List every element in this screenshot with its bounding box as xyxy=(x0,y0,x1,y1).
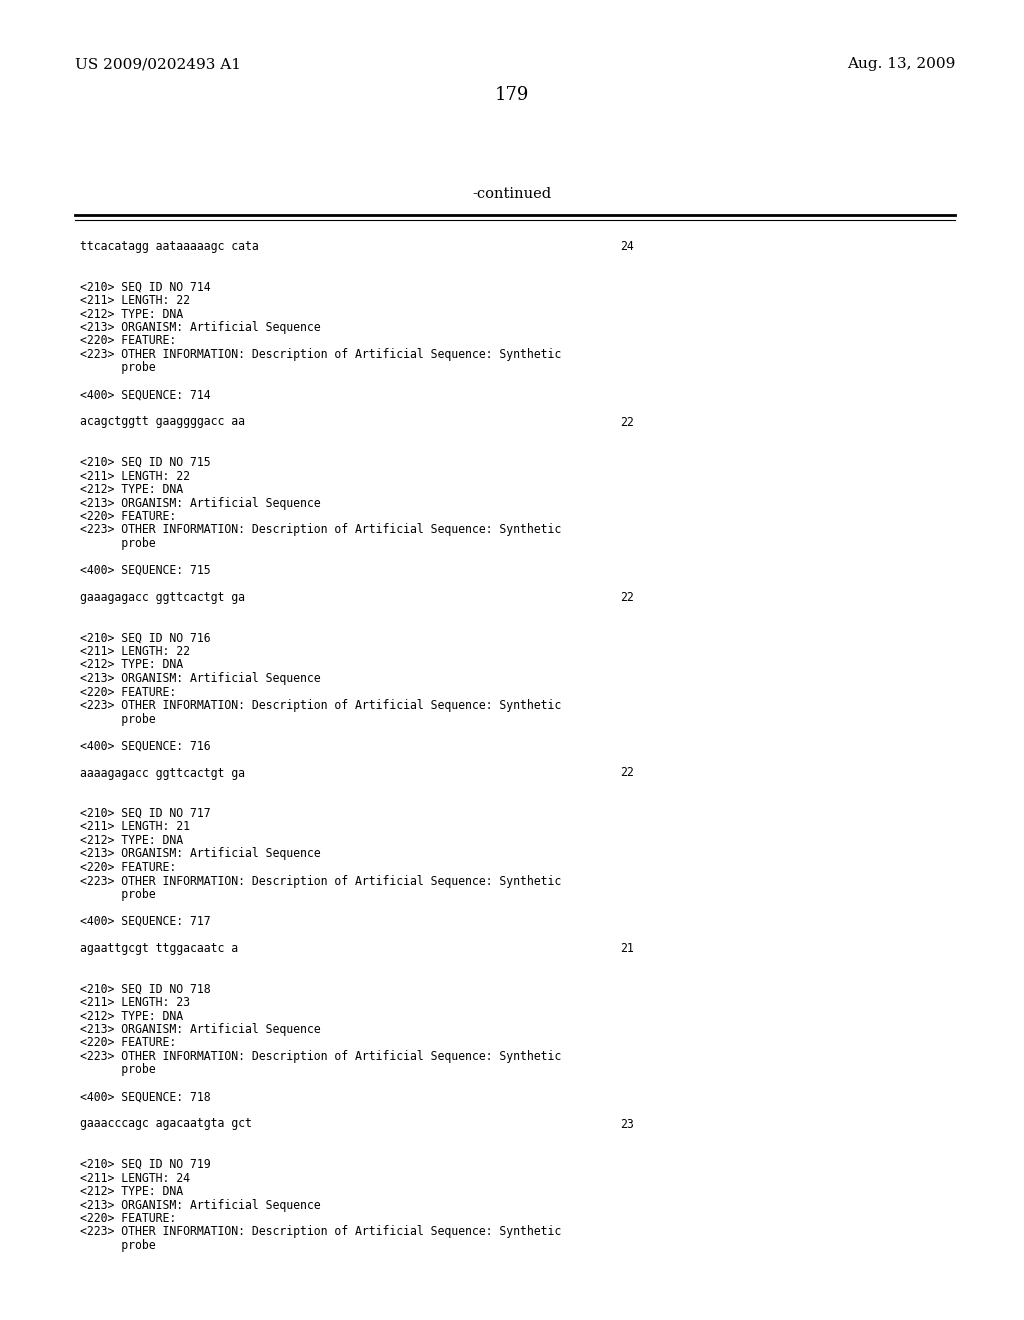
Text: <220> FEATURE:: <220> FEATURE: xyxy=(80,334,176,347)
Text: <400> SEQUENCE: 715: <400> SEQUENCE: 715 xyxy=(80,564,211,577)
Text: gaaagagacc ggttcactgt ga: gaaagagacc ggttcactgt ga xyxy=(80,591,245,605)
Text: <213> ORGANISM: Artificial Sequence: <213> ORGANISM: Artificial Sequence xyxy=(80,1199,321,1212)
Text: <211> LENGTH: 21: <211> LENGTH: 21 xyxy=(80,821,190,833)
Text: <211> LENGTH: 22: <211> LENGTH: 22 xyxy=(80,294,190,308)
Text: probe: probe xyxy=(80,1239,156,1251)
Text: <212> TYPE: DNA: <212> TYPE: DNA xyxy=(80,1010,183,1023)
Text: <210> SEQ ID NO 719: <210> SEQ ID NO 719 xyxy=(80,1158,211,1171)
Text: <400> SEQUENCE: 718: <400> SEQUENCE: 718 xyxy=(80,1090,211,1104)
Text: probe: probe xyxy=(80,713,156,726)
Text: agaattgcgt ttggacaatc a: agaattgcgt ttggacaatc a xyxy=(80,942,239,954)
Text: <400> SEQUENCE: 717: <400> SEQUENCE: 717 xyxy=(80,915,211,928)
Text: 22: 22 xyxy=(620,416,634,429)
Text: 23: 23 xyxy=(620,1118,634,1130)
Text: ttcacatagg aataaaaagc cata: ttcacatagg aataaaaagc cata xyxy=(80,240,259,253)
Text: <213> ORGANISM: Artificial Sequence: <213> ORGANISM: Artificial Sequence xyxy=(80,496,321,510)
Text: <220> FEATURE:: <220> FEATURE: xyxy=(80,685,176,698)
Text: <220> FEATURE:: <220> FEATURE: xyxy=(80,1036,176,1049)
Text: <213> ORGANISM: Artificial Sequence: <213> ORGANISM: Artificial Sequence xyxy=(80,321,321,334)
Text: probe: probe xyxy=(80,1064,156,1077)
Text: <210> SEQ ID NO 716: <210> SEQ ID NO 716 xyxy=(80,631,211,644)
Text: <223> OTHER INFORMATION: Description of Artificial Sequence: Synthetic: <223> OTHER INFORMATION: Description of … xyxy=(80,1225,561,1238)
Text: <223> OTHER INFORMATION: Description of Artificial Sequence: Synthetic: <223> OTHER INFORMATION: Description of … xyxy=(80,874,561,887)
Text: probe: probe xyxy=(80,362,156,375)
Text: <220> FEATURE:: <220> FEATURE: xyxy=(80,1212,176,1225)
Text: <220> FEATURE:: <220> FEATURE: xyxy=(80,861,176,874)
Text: <223> OTHER INFORMATION: Description of Artificial Sequence: Synthetic: <223> OTHER INFORMATION: Description of … xyxy=(80,348,561,360)
Text: <211> LENGTH: 23: <211> LENGTH: 23 xyxy=(80,997,190,1008)
Text: <211> LENGTH: 22: <211> LENGTH: 22 xyxy=(80,645,190,657)
Text: 22: 22 xyxy=(620,767,634,780)
Text: <211> LENGTH: 24: <211> LENGTH: 24 xyxy=(80,1172,190,1184)
Text: <210> SEQ ID NO 715: <210> SEQ ID NO 715 xyxy=(80,455,211,469)
Text: <220> FEATURE:: <220> FEATURE: xyxy=(80,510,176,523)
Text: <212> TYPE: DNA: <212> TYPE: DNA xyxy=(80,659,183,672)
Text: <223> OTHER INFORMATION: Description of Artificial Sequence: Synthetic: <223> OTHER INFORMATION: Description of … xyxy=(80,524,561,536)
Text: <212> TYPE: DNA: <212> TYPE: DNA xyxy=(80,1185,183,1199)
Text: aaaagagacc ggttcactgt ga: aaaagagacc ggttcactgt ga xyxy=(80,767,245,780)
Text: <210> SEQ ID NO 714: <210> SEQ ID NO 714 xyxy=(80,281,211,293)
Text: gaaacccagc agacaatgta gct: gaaacccagc agacaatgta gct xyxy=(80,1118,252,1130)
Text: <213> ORGANISM: Artificial Sequence: <213> ORGANISM: Artificial Sequence xyxy=(80,672,321,685)
Text: US 2009/0202493 A1: US 2009/0202493 A1 xyxy=(75,57,241,71)
Text: 21: 21 xyxy=(620,942,634,954)
Text: probe: probe xyxy=(80,888,156,902)
Text: <210> SEQ ID NO 718: <210> SEQ ID NO 718 xyxy=(80,982,211,995)
Text: acagctggtt gaaggggacc aa: acagctggtt gaaggggacc aa xyxy=(80,416,245,429)
Text: <213> ORGANISM: Artificial Sequence: <213> ORGANISM: Artificial Sequence xyxy=(80,1023,321,1036)
Text: -continued: -continued xyxy=(472,187,552,201)
Text: 22: 22 xyxy=(620,591,634,605)
Text: <212> TYPE: DNA: <212> TYPE: DNA xyxy=(80,308,183,321)
Text: <213> ORGANISM: Artificial Sequence: <213> ORGANISM: Artificial Sequence xyxy=(80,847,321,861)
Text: <400> SEQUENCE: 716: <400> SEQUENCE: 716 xyxy=(80,739,211,752)
Text: Aug. 13, 2009: Aug. 13, 2009 xyxy=(847,57,955,71)
Text: 179: 179 xyxy=(495,86,529,104)
Text: <211> LENGTH: 22: <211> LENGTH: 22 xyxy=(80,470,190,483)
Text: <212> TYPE: DNA: <212> TYPE: DNA xyxy=(80,483,183,496)
Text: probe: probe xyxy=(80,537,156,550)
Text: <223> OTHER INFORMATION: Description of Artificial Sequence: Synthetic: <223> OTHER INFORMATION: Description of … xyxy=(80,700,561,711)
Text: <223> OTHER INFORMATION: Description of Artificial Sequence: Synthetic: <223> OTHER INFORMATION: Description of … xyxy=(80,1049,561,1063)
Text: <210> SEQ ID NO 717: <210> SEQ ID NO 717 xyxy=(80,807,211,820)
Text: <400> SEQUENCE: 714: <400> SEQUENCE: 714 xyxy=(80,388,211,401)
Text: 24: 24 xyxy=(620,240,634,253)
Text: <212> TYPE: DNA: <212> TYPE: DNA xyxy=(80,834,183,847)
